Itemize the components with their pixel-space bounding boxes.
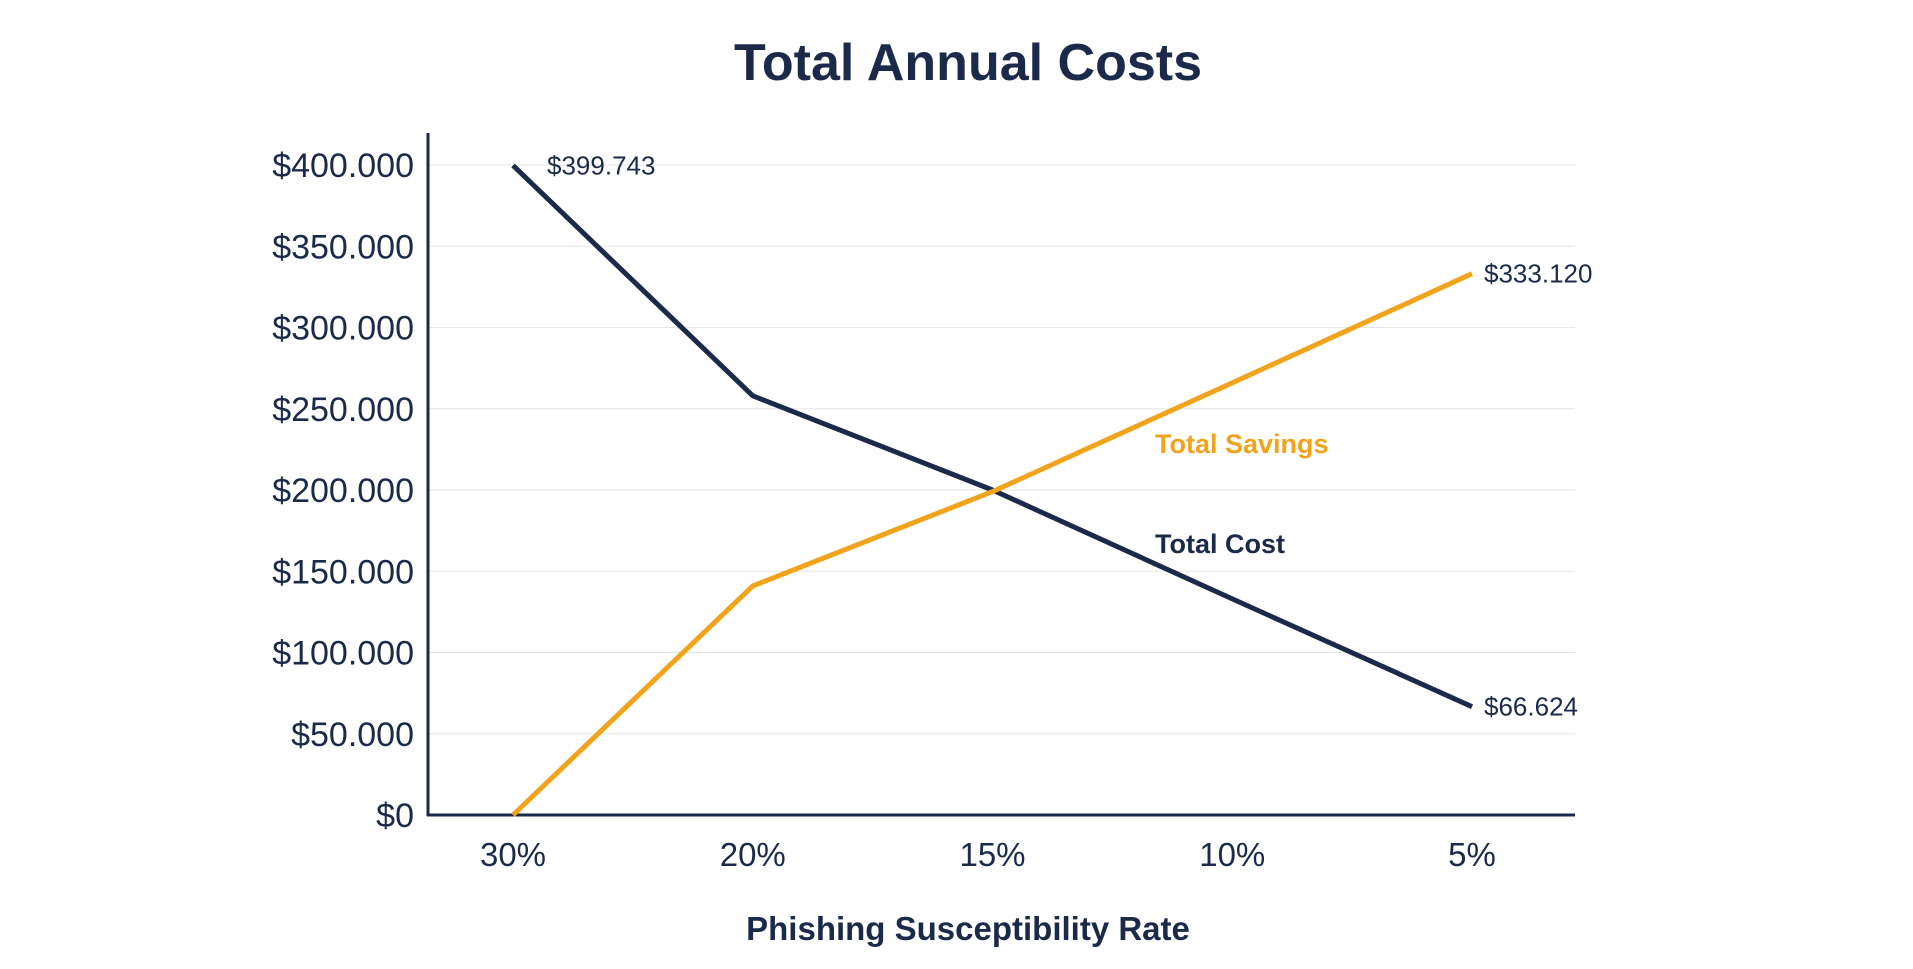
y-tick-labels: $0 $50.000 $100.000 $150.000 $200.000 $250.00… xyxy=(272,147,414,835)
y-tick-label: $300.000 xyxy=(272,310,414,348)
x-tick-label: 5% xyxy=(1448,836,1496,873)
series-label-total-savings: Total Savings xyxy=(1155,429,1329,459)
x-axis-label: Phishing Susceptibility Rate xyxy=(746,910,1190,947)
series-label-total-cost: Total Cost xyxy=(1155,529,1285,559)
chart-title: Total Annual Costs xyxy=(734,34,1202,92)
y-tick-label: $50.000 xyxy=(291,716,414,754)
x-tick-label: 20% xyxy=(720,836,786,873)
x-tick-label: 10% xyxy=(1199,836,1265,873)
data-label: $333.120 xyxy=(1484,259,1592,289)
data-label: $399.743 xyxy=(547,150,655,180)
y-tick-label: $150.000 xyxy=(272,553,414,591)
series-lines xyxy=(511,163,1474,817)
y-tick-label: $100.000 xyxy=(272,635,414,673)
x-tick-label: 15% xyxy=(959,836,1025,873)
data-labels: $399.743 $66.624 $333.120 Total Cost Total S… xyxy=(547,150,1592,721)
y-tick-label: $350.000 xyxy=(272,228,414,266)
x-tick-label: 30% xyxy=(480,836,546,873)
y-tick-label: $200.000 xyxy=(272,472,414,510)
x-tick-labels: 30% 20% 15% 10% 5% xyxy=(480,836,1496,873)
gridlines xyxy=(428,164,1575,735)
y-tick-label: $0 xyxy=(376,797,414,835)
y-tick-label: $250.000 xyxy=(272,391,414,429)
y-tick-label: $400.000 xyxy=(272,147,414,185)
axes xyxy=(426,133,1575,817)
series-line-total-savings xyxy=(511,271,1474,817)
data-label: $66.624 xyxy=(1484,692,1578,722)
